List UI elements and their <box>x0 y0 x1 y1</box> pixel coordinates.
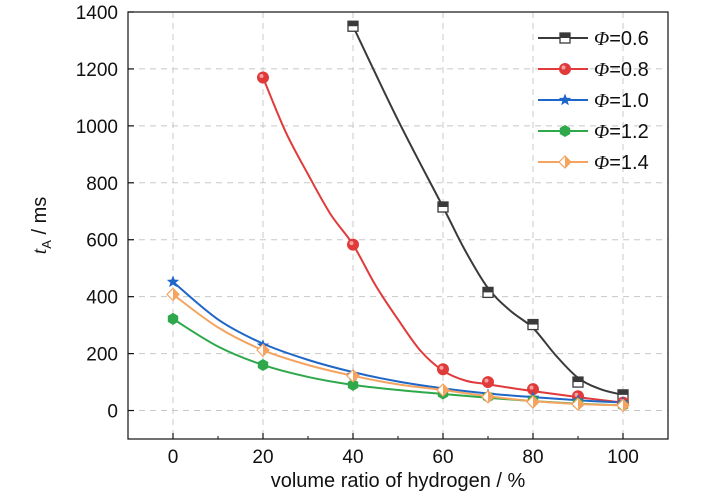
series-lines <box>172 25 624 407</box>
y-axis-title-symbol: t <box>29 248 51 254</box>
series-markers <box>166 20 630 413</box>
legend-symbol: Φ <box>594 121 609 143</box>
legend-value: =1.4 <box>609 152 648 174</box>
data-point-4 <box>481 390 495 404</box>
legend-value: =1.0 <box>609 90 648 112</box>
data-point-3 <box>167 312 179 325</box>
legend-marker <box>559 63 571 75</box>
data-point-1 <box>482 376 494 389</box>
legend-label: Φ=1.4 <box>594 152 649 174</box>
y-tick-label: 1200 <box>76 60 118 81</box>
grid <box>128 11 668 439</box>
legend-marker <box>559 125 571 137</box>
data-point-2 <box>166 275 180 288</box>
y-tick-label: 800 <box>86 174 118 195</box>
legend-item: Φ=1.4 <box>538 152 649 174</box>
legend-marker <box>558 155 572 169</box>
legend-symbol: Φ <box>594 59 609 81</box>
legend-marker <box>558 93 572 106</box>
x-tick-label: 100 <box>607 447 639 468</box>
legend-item: Φ=1.0 <box>538 90 649 112</box>
data-point-0 <box>437 201 449 213</box>
data-point-3 <box>347 378 359 391</box>
x-tick-label: 60 <box>432 447 453 468</box>
legend-label: Φ=0.6 <box>594 28 649 50</box>
data-point-0 <box>527 318 539 331</box>
x-tick-label: 0 <box>168 447 179 468</box>
series-line-0 <box>352 25 624 396</box>
y-tick-label: 0 <box>107 402 118 423</box>
legend-symbol: Φ <box>594 152 609 174</box>
data-point-4 <box>436 383 450 397</box>
legend-value: =0.6 <box>609 28 648 50</box>
y-axis-title-subscript: A <box>39 240 54 249</box>
data-point-1 <box>437 363 449 376</box>
data-point-0 <box>572 376 584 388</box>
series-line-4 <box>172 293 624 407</box>
x-tick-label: 80 <box>522 447 543 468</box>
data-point-1 <box>257 71 269 84</box>
x-tick-label: 20 <box>252 447 273 468</box>
y-tick-label: 1000 <box>76 117 118 138</box>
series-line-2 <box>172 281 624 404</box>
data-point-1 <box>527 383 539 396</box>
data-point-3 <box>257 358 269 371</box>
legend-value: =0.8 <box>609 59 648 81</box>
legend-item: Φ=0.6 <box>538 28 649 50</box>
legend-value: =1.2 <box>609 121 648 143</box>
legend-label: Φ=1.2 <box>594 121 649 143</box>
data-point-4 <box>526 395 540 409</box>
y-tick-label: 1400 <box>76 3 118 24</box>
data-point-4 <box>616 398 630 413</box>
legend-label: Φ=1.0 <box>594 90 649 112</box>
data-point-4 <box>346 368 360 383</box>
y-tick-label: 200 <box>86 345 118 366</box>
legend-symbol: Φ <box>594 28 609 50</box>
data-point-0 <box>347 20 359 32</box>
data-point-0 <box>482 286 494 299</box>
legend: Φ=0.6Φ=0.8Φ=1.0Φ=1.2Φ=1.4 <box>538 28 649 174</box>
legend-item: Φ=1.2 <box>538 121 649 143</box>
data-point-1 <box>347 238 359 251</box>
legend-label: Φ=0.8 <box>594 59 649 81</box>
y-tick-label: 400 <box>86 288 118 309</box>
x-tick-label: 40 <box>342 447 363 468</box>
data-point-4 <box>256 343 270 358</box>
legend-marker <box>559 32 571 44</box>
data-point-4 <box>571 397 585 412</box>
x-axis-title: volume ratio of hydrogen / % <box>271 470 526 492</box>
data-point-4 <box>166 287 180 302</box>
plot-frame <box>127 11 669 440</box>
y-tick-label: 600 <box>86 231 118 252</box>
y-axis-title: tA / ms <box>29 197 54 255</box>
legend-symbol: Φ <box>594 90 609 112</box>
y-axis-title-unit: / ms <box>29 197 51 240</box>
legend-item: Φ=0.8 <box>538 59 649 81</box>
